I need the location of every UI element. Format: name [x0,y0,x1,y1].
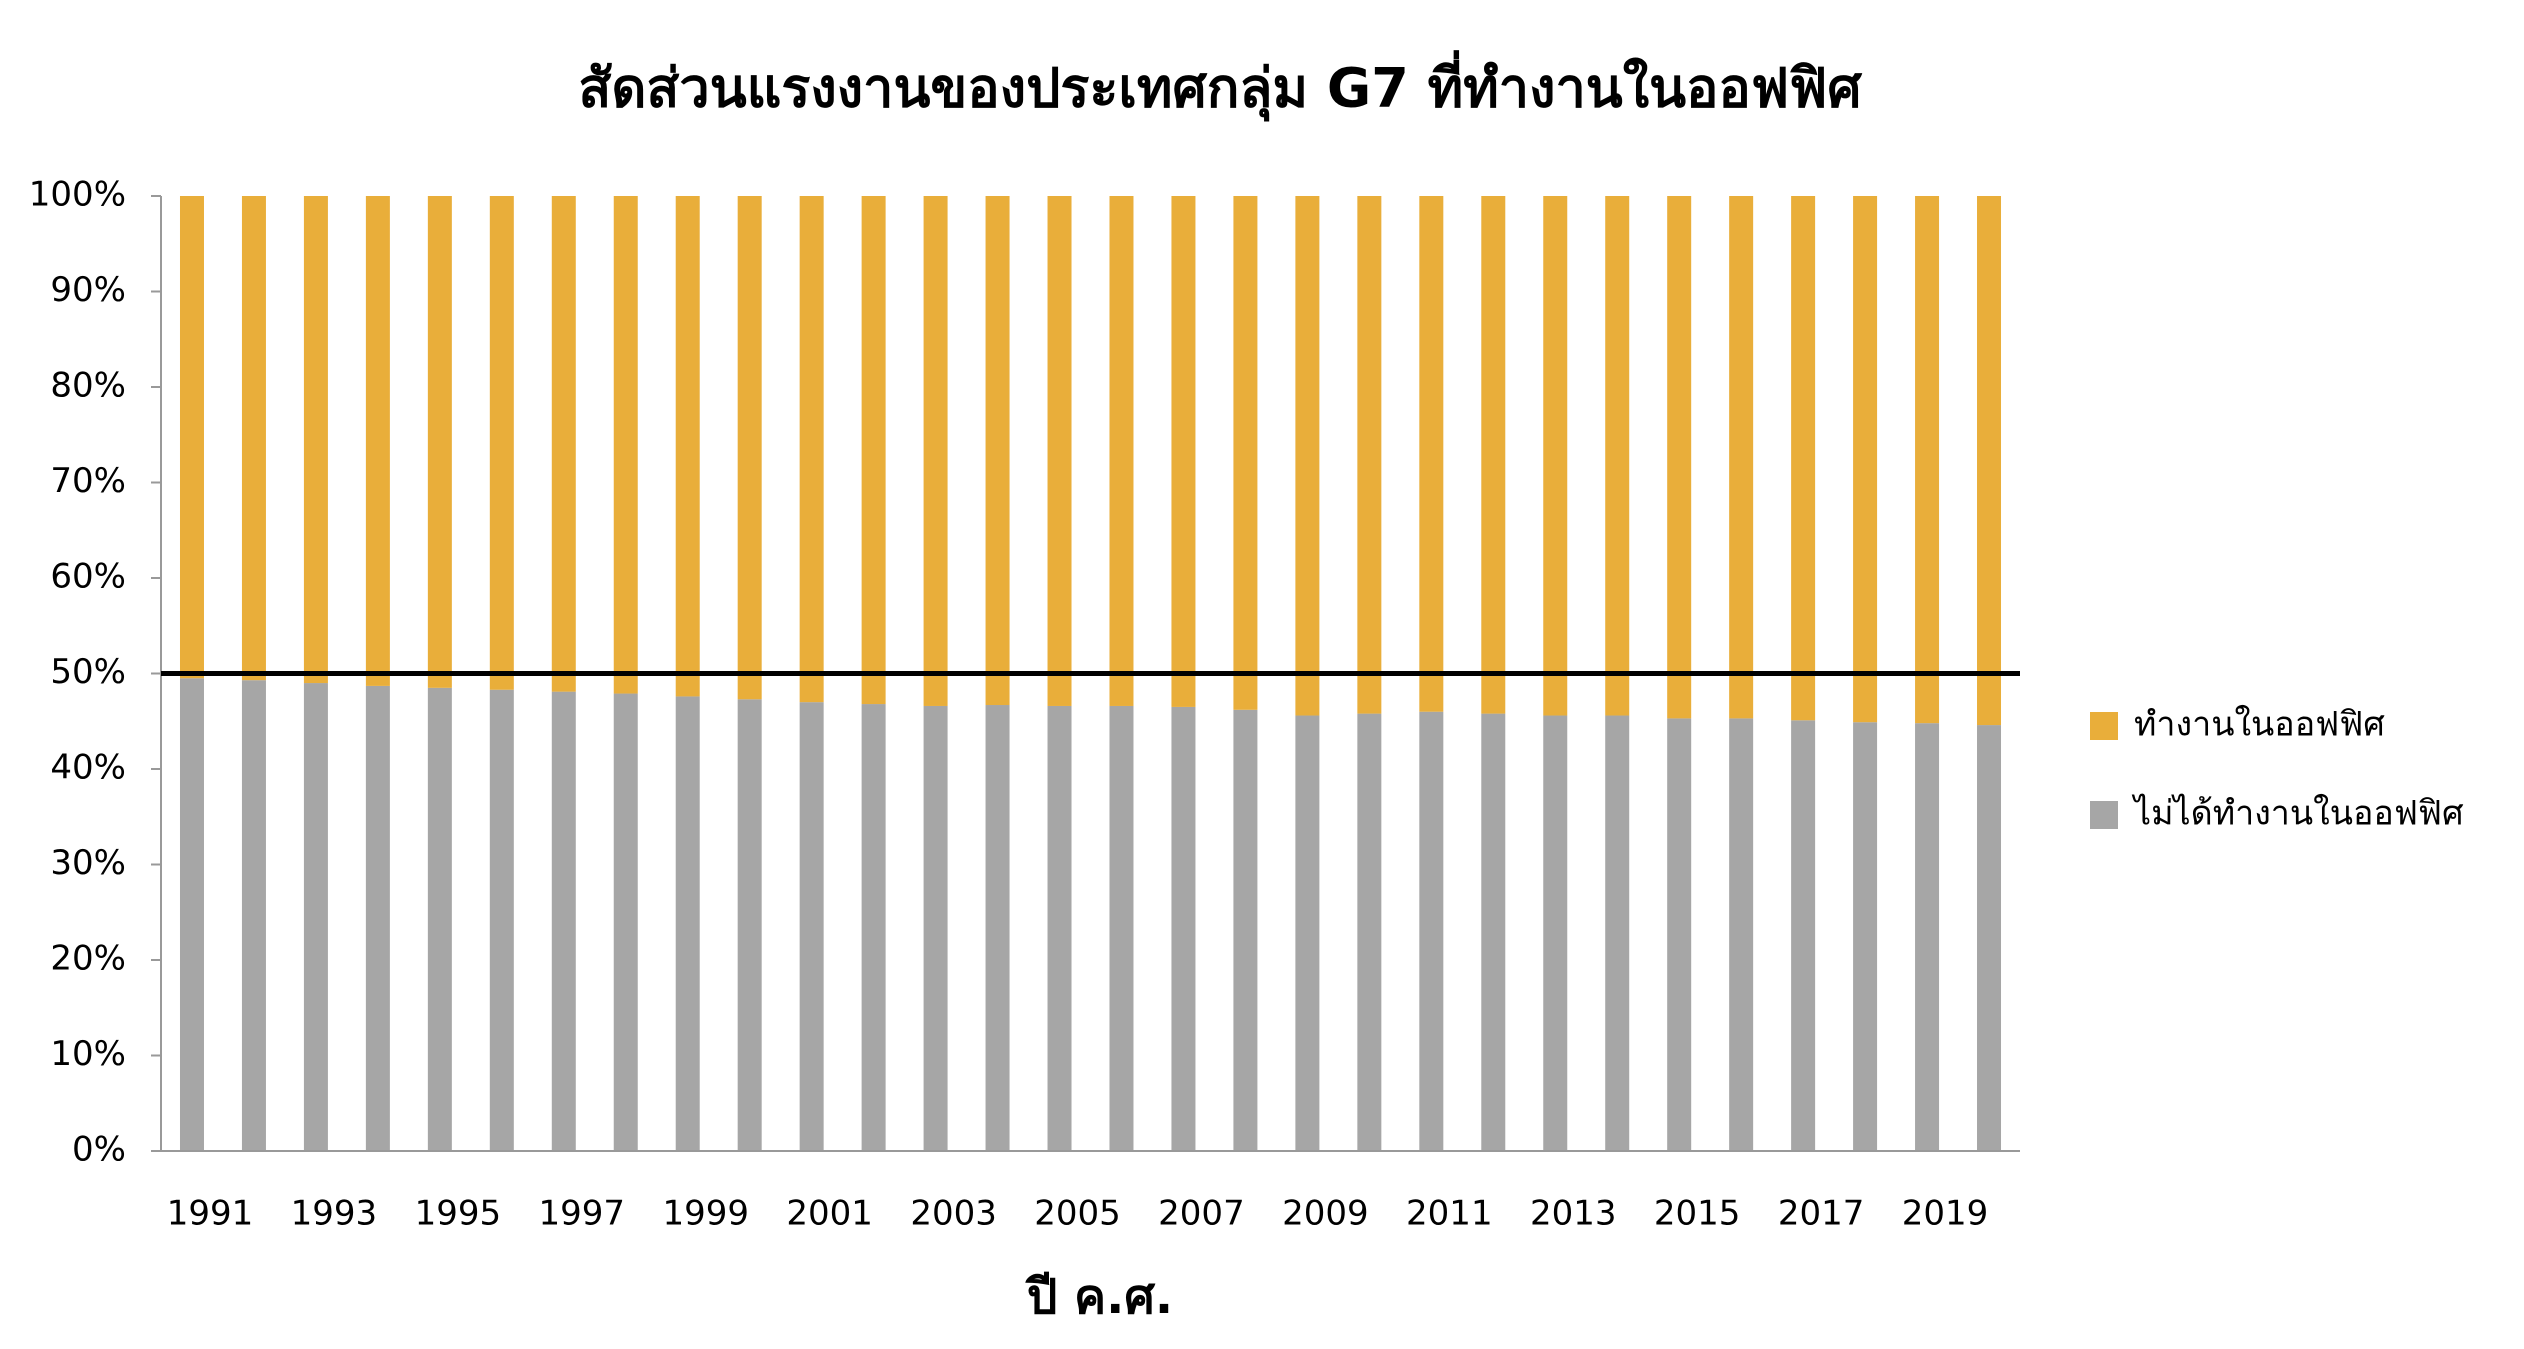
bar-segment [1047,705,1072,1151]
chart-title: สัดส่วนแรงงานของประเทศกลุ่ม G7 ที่ทำงานใ… [578,50,1862,123]
bar-segment [179,196,204,679]
bar-segment [303,196,328,684]
bar-segment [1543,715,1568,1151]
bar-segment [1605,196,1630,716]
bar-segment [1295,196,1320,716]
bar-segment [1233,196,1258,710]
x-tick-label: 2019 [1902,1194,1989,1234]
y-tick-label: 10% [50,1034,126,1074]
bar-segment [613,196,638,694]
bar-segment [1977,196,2002,726]
bar-segment [613,693,638,1151]
bar-segment [1853,722,1878,1151]
legend-label: ไม่ได้ทำงานในออฟฟิศ [2131,794,2464,834]
bar-segment [1233,709,1258,1151]
bar-segment [1543,196,1568,716]
bar-segment [861,196,886,705]
bar-segment [1667,196,1692,719]
y-tick-label: 50% [50,652,126,692]
bar-segment [1419,711,1444,1151]
bar-segment [799,702,824,1151]
bar-segment [1109,196,1134,706]
bar-segment [1047,196,1072,706]
y-tick-label: 0% [72,1130,126,1170]
y-tick-label: 70% [50,461,126,501]
bar-segment [985,705,1010,1151]
x-axis-title: ปี ค.ศ. [1025,1269,1173,1325]
bar-segment [1667,718,1692,1151]
bar-segment [1357,713,1382,1151]
y-tick-label: 20% [50,939,126,979]
bar-segment [1171,706,1196,1151]
x-tick-label: 2003 [910,1194,997,1234]
x-tick-label: 2013 [1530,1194,1617,1234]
y-tick-label: 30% [50,843,126,883]
bar-segment [1357,196,1382,714]
bar-segment [1791,720,1816,1151]
bar-segment [1977,725,2002,1151]
bar-segment [551,196,576,692]
bar-segment [241,680,266,1151]
y-tick-label: 80% [50,366,126,406]
y-tick-label: 40% [50,748,126,788]
y-tick-label: 100% [29,175,126,215]
bar-segment [861,704,886,1151]
bar-segment [675,696,700,1151]
bar-segment [1295,715,1320,1151]
bar-segment [1481,196,1506,714]
x-tick-label: 2011 [1406,1194,1493,1234]
x-tick-label: 2009 [1282,1194,1369,1234]
x-tick-label: 1993 [291,1194,378,1234]
bar-segment [551,691,576,1151]
legend-swatch [2090,712,2118,740]
bar-segment [1853,196,1878,723]
x-tick-label: 1997 [539,1194,626,1234]
x-tick-label: 1995 [415,1194,502,1234]
bar-segment [1481,713,1506,1151]
bar-segment [1109,705,1134,1151]
x-tick-label: 2017 [1778,1194,1865,1234]
bar-segment [985,196,1010,706]
bar-segment [1729,196,1754,719]
x-tick-label: 2015 [1654,1194,1741,1234]
bar-segment [675,196,700,697]
bar-segment [737,699,762,1151]
bar-segment [923,705,948,1151]
bar-segment [365,685,390,1151]
bar-segment [489,196,514,690]
legend-label: ทำงานในออฟฟิศ [2134,705,2385,745]
x-tick-label: 1991 [167,1194,254,1234]
bar-segment [489,689,514,1151]
x-tick-label: 2007 [1158,1194,1245,1234]
bar-segment [179,678,204,1151]
bar-segment [1605,715,1630,1151]
bar-segment [1171,196,1196,707]
y-tick-label: 60% [50,557,126,597]
x-tick-label: 2001 [786,1194,873,1234]
bar-segment [923,196,948,706]
bar-segment [241,196,266,681]
bar-segment [737,196,762,700]
bar-segment [303,683,328,1151]
bar-segment [1419,196,1444,712]
x-tick-label: 1999 [662,1194,749,1234]
y-tick-label: 90% [50,270,126,310]
legend-swatch [2090,801,2118,829]
bar-segment [1915,723,1940,1151]
bar-segment [799,196,824,703]
x-tick-label: 2005 [1034,1194,1121,1234]
bar-segment [427,196,452,688]
bar-segment [1915,196,1940,724]
bar-segment [365,196,390,686]
bar-segment [1791,196,1816,721]
bar-segment [427,687,452,1151]
bar-segment [1729,718,1754,1151]
